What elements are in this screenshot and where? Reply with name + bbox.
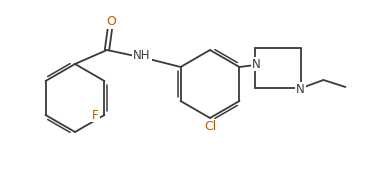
Text: Cl: Cl — [204, 121, 216, 133]
Text: N: N — [252, 57, 261, 71]
Text: F: F — [92, 109, 99, 122]
Text: N: N — [296, 83, 305, 95]
Text: O: O — [106, 15, 116, 27]
Text: NH: NH — [133, 48, 151, 62]
